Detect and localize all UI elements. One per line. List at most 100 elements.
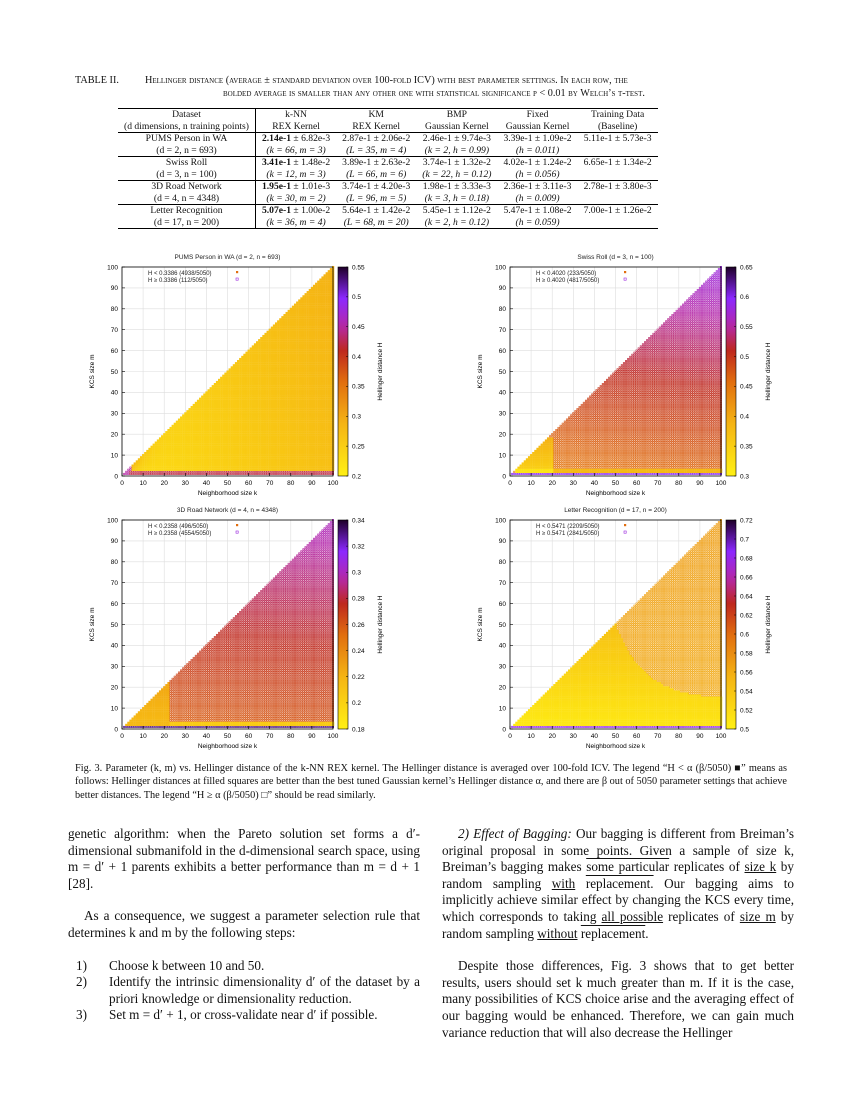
heatmap-cell (300, 424, 303, 428)
heatmap-cell (312, 383, 316, 386)
heatmap-cell (175, 428, 179, 432)
heatmap-cell (315, 414, 318, 417)
heatmap-cell (304, 412, 307, 415)
heatmap-cell (245, 412, 248, 415)
heatmap-cell (262, 431, 265, 434)
heatmap-cell (222, 433, 225, 436)
heatmap-cell (190, 462, 193, 465)
heatmap-cell (243, 441, 246, 444)
heatmap-cell (222, 405, 225, 409)
heatmap-cell (277, 437, 280, 440)
heatmap-cell (260, 401, 263, 405)
heatmap-cell (289, 418, 293, 421)
heatmap-cell (188, 464, 191, 467)
heatmap-cell (205, 418, 208, 421)
heatmap-cell (268, 360, 271, 363)
heatmap-cell (283, 439, 286, 442)
heatmap-cell (243, 468, 246, 471)
heatmap-cell (279, 416, 282, 419)
heatmap-cell (253, 357, 257, 361)
heatmap-cell (127, 468, 130, 471)
heatmap-cell (258, 351, 261, 354)
heatmap-cell (264, 337, 267, 340)
heatmap-cell (239, 403, 242, 407)
heatmap-cell (226, 418, 229, 421)
heatmap-cell (237, 435, 240, 438)
heatmap-cell (131, 466, 134, 469)
heatmap-cell (272, 445, 276, 448)
heatmap-cell (270, 408, 274, 411)
heatmap-cell (308, 468, 312, 471)
heatmap-cell (317, 420, 320, 423)
heatmap-cell (302, 341, 305, 344)
heatmap-cell (232, 424, 236, 428)
heatmap-cell (129, 470, 132, 473)
heatmap-cell (300, 443, 303, 446)
heatmap-cell (291, 441, 295, 444)
heatmap-cell (205, 437, 208, 440)
heatmap-cell (327, 303, 331, 306)
heatmap-cell (323, 334, 326, 338)
heatmap-cell (249, 468, 252, 471)
heatmap-cell (218, 466, 221, 469)
heatmap-cell (321, 399, 324, 402)
heatmap-cell (304, 326, 307, 329)
heatmap-cell (312, 305, 316, 308)
heatmap-cell (293, 422, 297, 425)
heatmap-cell (264, 362, 267, 365)
heatmap-cell (245, 376, 248, 380)
heatmap-cell (264, 447, 267, 451)
heatmap-cell (226, 389, 229, 392)
heatmap-cell (213, 462, 217, 465)
heatmap-cell (298, 439, 301, 442)
heatmap-cell (312, 364, 316, 367)
heatmap-cell (293, 345, 297, 348)
heatmap-cell (255, 420, 259, 423)
heatmap-cell (315, 318, 318, 321)
heatmap-cell (144, 468, 147, 471)
heatmap-cell (310, 293, 314, 296)
heatmap-cell (264, 351, 267, 354)
heatmap-cell (222, 439, 225, 442)
heatmap-cell (199, 464, 202, 467)
heatmap-cell (260, 383, 263, 386)
table-cell: 2.87e-1 ± 2.06e-2 (336, 132, 417, 145)
heatmap-cell (226, 374, 229, 377)
heatmap-cell (243, 357, 246, 361)
heatmap-cell (268, 391, 271, 394)
heatmap-cell (253, 370, 257, 373)
heatmap-cell (279, 326, 282, 329)
heatmap-cell (268, 374, 271, 377)
heatmap-cell (194, 433, 198, 436)
heatmap-cell (298, 420, 301, 423)
heatmap-cell (274, 441, 278, 444)
heatmap-cell (211, 397, 214, 400)
heatmap-cell (148, 458, 151, 461)
heatmap-cell (321, 433, 324, 436)
heatmap-cell (161, 458, 164, 461)
heatmap-cell (310, 311, 314, 315)
heatmap-cell (277, 451, 280, 455)
heatmap-cell (234, 441, 238, 444)
heatmap-cell (213, 420, 217, 423)
heatmap-cell (304, 449, 307, 453)
heatmap-cell (215, 437, 219, 440)
heatmap-cell (277, 353, 280, 357)
heatmap-cell (253, 416, 257, 419)
heatmap-cell (251, 472, 254, 475)
heatmap-cell (173, 443, 176, 446)
heatmap-cell (264, 339, 267, 342)
heatmap-cell (302, 362, 305, 365)
table-cell: 2.36e-1 ± 3.11e-3 (497, 180, 578, 193)
heatmap-cell (298, 324, 301, 327)
heatmap-cell (201, 433, 204, 436)
heatmap-cell (319, 370, 322, 373)
heatmap-cell (142, 464, 145, 467)
heatmap-cell (323, 408, 326, 411)
heatmap-cell (270, 372, 274, 375)
heatmap-cell (329, 445, 333, 448)
heatmap-cell (285, 464, 288, 467)
chart-title: PUMS Person in WA (d = 2, n = 693) (175, 254, 281, 261)
heatmap-cell (190, 460, 193, 463)
heatmap-cell (230, 451, 233, 455)
